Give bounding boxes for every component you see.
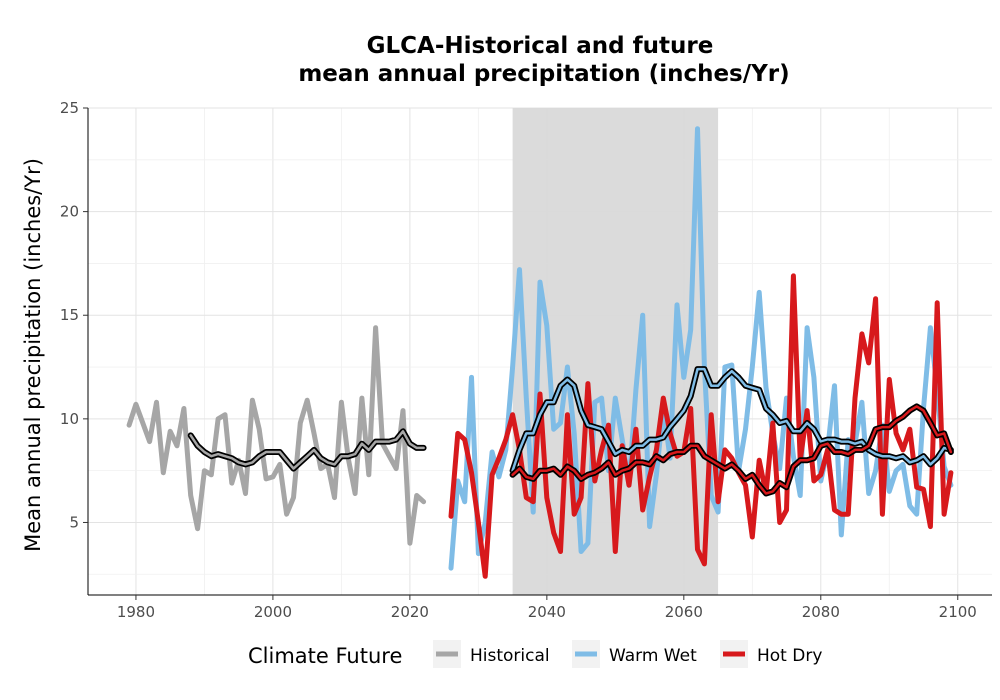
legend: Climate Future Historical Warm Wet Hot Dry — [248, 640, 822, 668]
y-tick-label: 20 — [60, 203, 79, 221]
x-tick-label: 2040 — [528, 603, 566, 621]
y-tick-label: 25 — [60, 99, 79, 117]
y-axis-title: Mean annual precipitation (inches/Yr) — [21, 158, 45, 552]
series-layer — [126, 126, 954, 579]
x-tick-label: 1980 — [117, 603, 155, 621]
x-tick-label: 2080 — [802, 603, 840, 621]
series-line-historical — [126, 325, 427, 546]
chart-title-line-2: mean annual precipitation (inches/Yr) — [298, 61, 789, 87]
y-tick-label: 5 — [69, 513, 79, 531]
legend-title: Climate Future — [248, 644, 402, 668]
x-tick-label: 2000 — [254, 603, 292, 621]
moving-average-line-hot-dry — [511, 405, 953, 495]
legend-label-historical: Historical — [470, 646, 550, 666]
moving-average-line-historical — [189, 430, 425, 470]
chart-title-line-1: GLCA-Historical and future — [367, 33, 714, 59]
y-tick-label: 15 — [60, 306, 79, 324]
y-axis-ticks: 5 10 15 20 25 — [60, 99, 88, 531]
x-tick-label: 2060 — [665, 603, 703, 621]
legend-label-hot-dry: Hot Dry — [757, 646, 822, 666]
legend-keys: Historical Warm Wet Hot Dry — [433, 640, 822, 668]
y-tick-label: 10 — [60, 410, 79, 428]
series-line-hot-dry — [448, 273, 954, 579]
legend-label-warm-wet: Warm Wet — [609, 646, 697, 666]
x-tick-label: 2020 — [391, 603, 429, 621]
x-tick-label: 2100 — [939, 603, 977, 621]
moving-average-line-warm-wet — [511, 367, 953, 472]
x-axis-ticks: 1980 2000 2020 2040 2060 2080 2100 — [117, 595, 977, 621]
